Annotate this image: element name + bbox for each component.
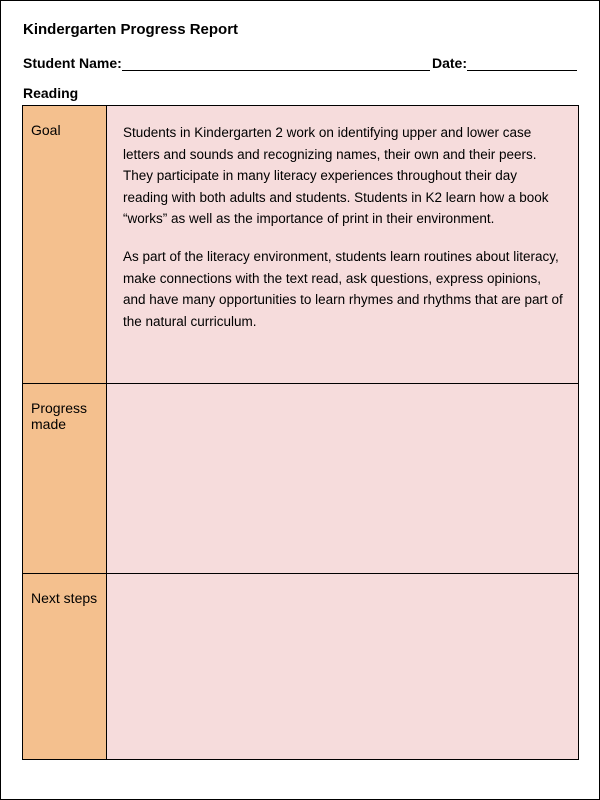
report-title: Kindergarten Progress Report xyxy=(23,21,577,38)
goal-content: Students in Kindergarten 2 work on ident… xyxy=(107,106,579,384)
goal-paragraph-1: Students in Kindergarten 2 work on ident… xyxy=(123,122,564,230)
progress-table: Goal Students in Kindergarten 2 work on … xyxy=(22,105,579,760)
date-field[interactable] xyxy=(467,54,577,71)
progress-label: Progress made xyxy=(23,384,107,574)
date-label: Date: xyxy=(432,55,467,71)
student-name-field[interactable] xyxy=(122,54,430,71)
student-name-label: Student Name: xyxy=(23,55,122,71)
subject-heading: Reading xyxy=(23,85,577,101)
table-row: Next steps xyxy=(23,574,579,760)
table-row: Goal Students in Kindergarten 2 work on … xyxy=(23,106,579,384)
table-row: Progress made xyxy=(23,384,579,574)
goal-paragraph-2: As part of the literacy environment, stu… xyxy=(123,246,564,332)
progress-content[interactable] xyxy=(107,384,579,574)
next-label: Next steps xyxy=(23,574,107,760)
next-content[interactable] xyxy=(107,574,579,760)
header-row: Student Name: Date: xyxy=(23,54,577,71)
goal-label: Goal xyxy=(23,106,107,384)
